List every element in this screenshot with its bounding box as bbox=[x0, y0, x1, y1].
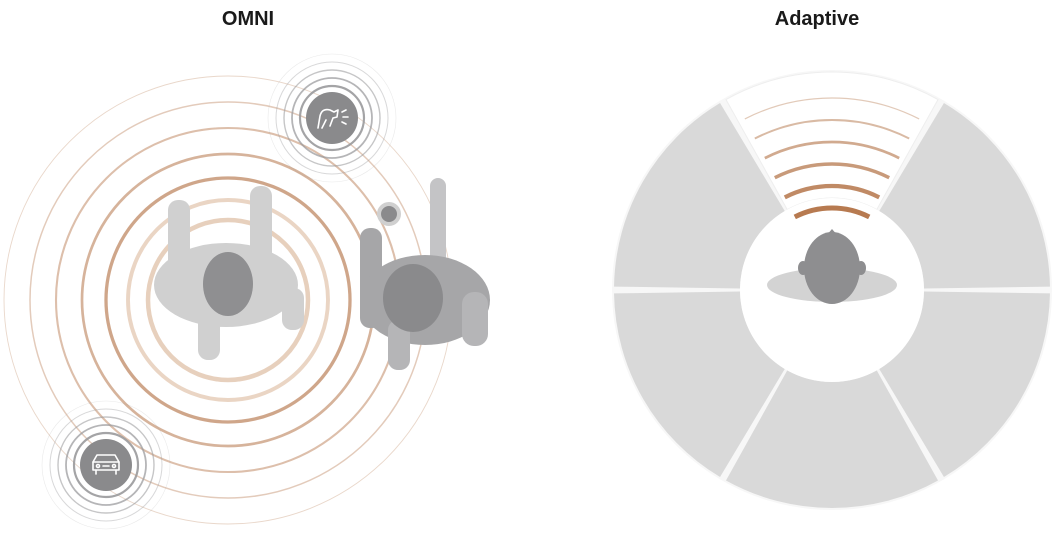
adaptive-focus-arc bbox=[754, 119, 910, 140]
adaptive-focus-arcs bbox=[744, 97, 920, 220]
source-ring bbox=[72, 431, 140, 499]
omni-panel bbox=[3, 53, 490, 530]
source-ring bbox=[275, 61, 389, 175]
adaptive-focus-arc bbox=[764, 140, 900, 160]
source-ring bbox=[41, 400, 171, 530]
car-sound-source bbox=[80, 439, 132, 491]
source-ring bbox=[57, 416, 155, 514]
omni-ring bbox=[145, 217, 311, 383]
dog-sound-source bbox=[306, 92, 358, 144]
adaptive-focus-arc bbox=[774, 162, 890, 180]
source-ring bbox=[283, 69, 381, 167]
talker-figure bbox=[360, 178, 490, 370]
adaptive-listener-head bbox=[804, 232, 860, 304]
car-icon bbox=[92, 454, 120, 475]
source-ring bbox=[291, 77, 373, 159]
omni-sound-rings bbox=[3, 75, 453, 525]
adaptive-sector bbox=[614, 102, 785, 289]
talker-head bbox=[383, 264, 443, 332]
source-ring bbox=[267, 53, 397, 183]
listener-head bbox=[203, 252, 253, 316]
omni-ring bbox=[126, 198, 330, 402]
source-ring bbox=[65, 424, 147, 506]
listener-figure bbox=[154, 186, 304, 360]
adaptive-focus-arc bbox=[783, 183, 881, 200]
omni-title: OMNI bbox=[221, 8, 275, 30]
omni-ring bbox=[104, 176, 352, 424]
adaptive-sector bbox=[614, 291, 785, 478]
source-ring bbox=[298, 84, 366, 152]
adaptive-sector bbox=[879, 291, 1050, 478]
adaptive-title: Adaptive bbox=[774, 8, 860, 30]
dog-barking-icon bbox=[317, 108, 349, 129]
adaptive-listener bbox=[767, 229, 897, 304]
nose-direction-icon bbox=[826, 229, 838, 236]
adaptive-focus-arc bbox=[744, 97, 920, 120]
adaptive-sector bbox=[725, 370, 939, 508]
dog-sound-rings bbox=[267, 53, 397, 183]
hand-ball-icon bbox=[377, 202, 401, 226]
car-sound-rings bbox=[41, 400, 171, 530]
adaptive-panel bbox=[612, 70, 1052, 510]
adaptive-sector bbox=[879, 102, 1050, 289]
source-ring bbox=[49, 408, 163, 522]
adaptive-focus-arc bbox=[793, 205, 871, 220]
